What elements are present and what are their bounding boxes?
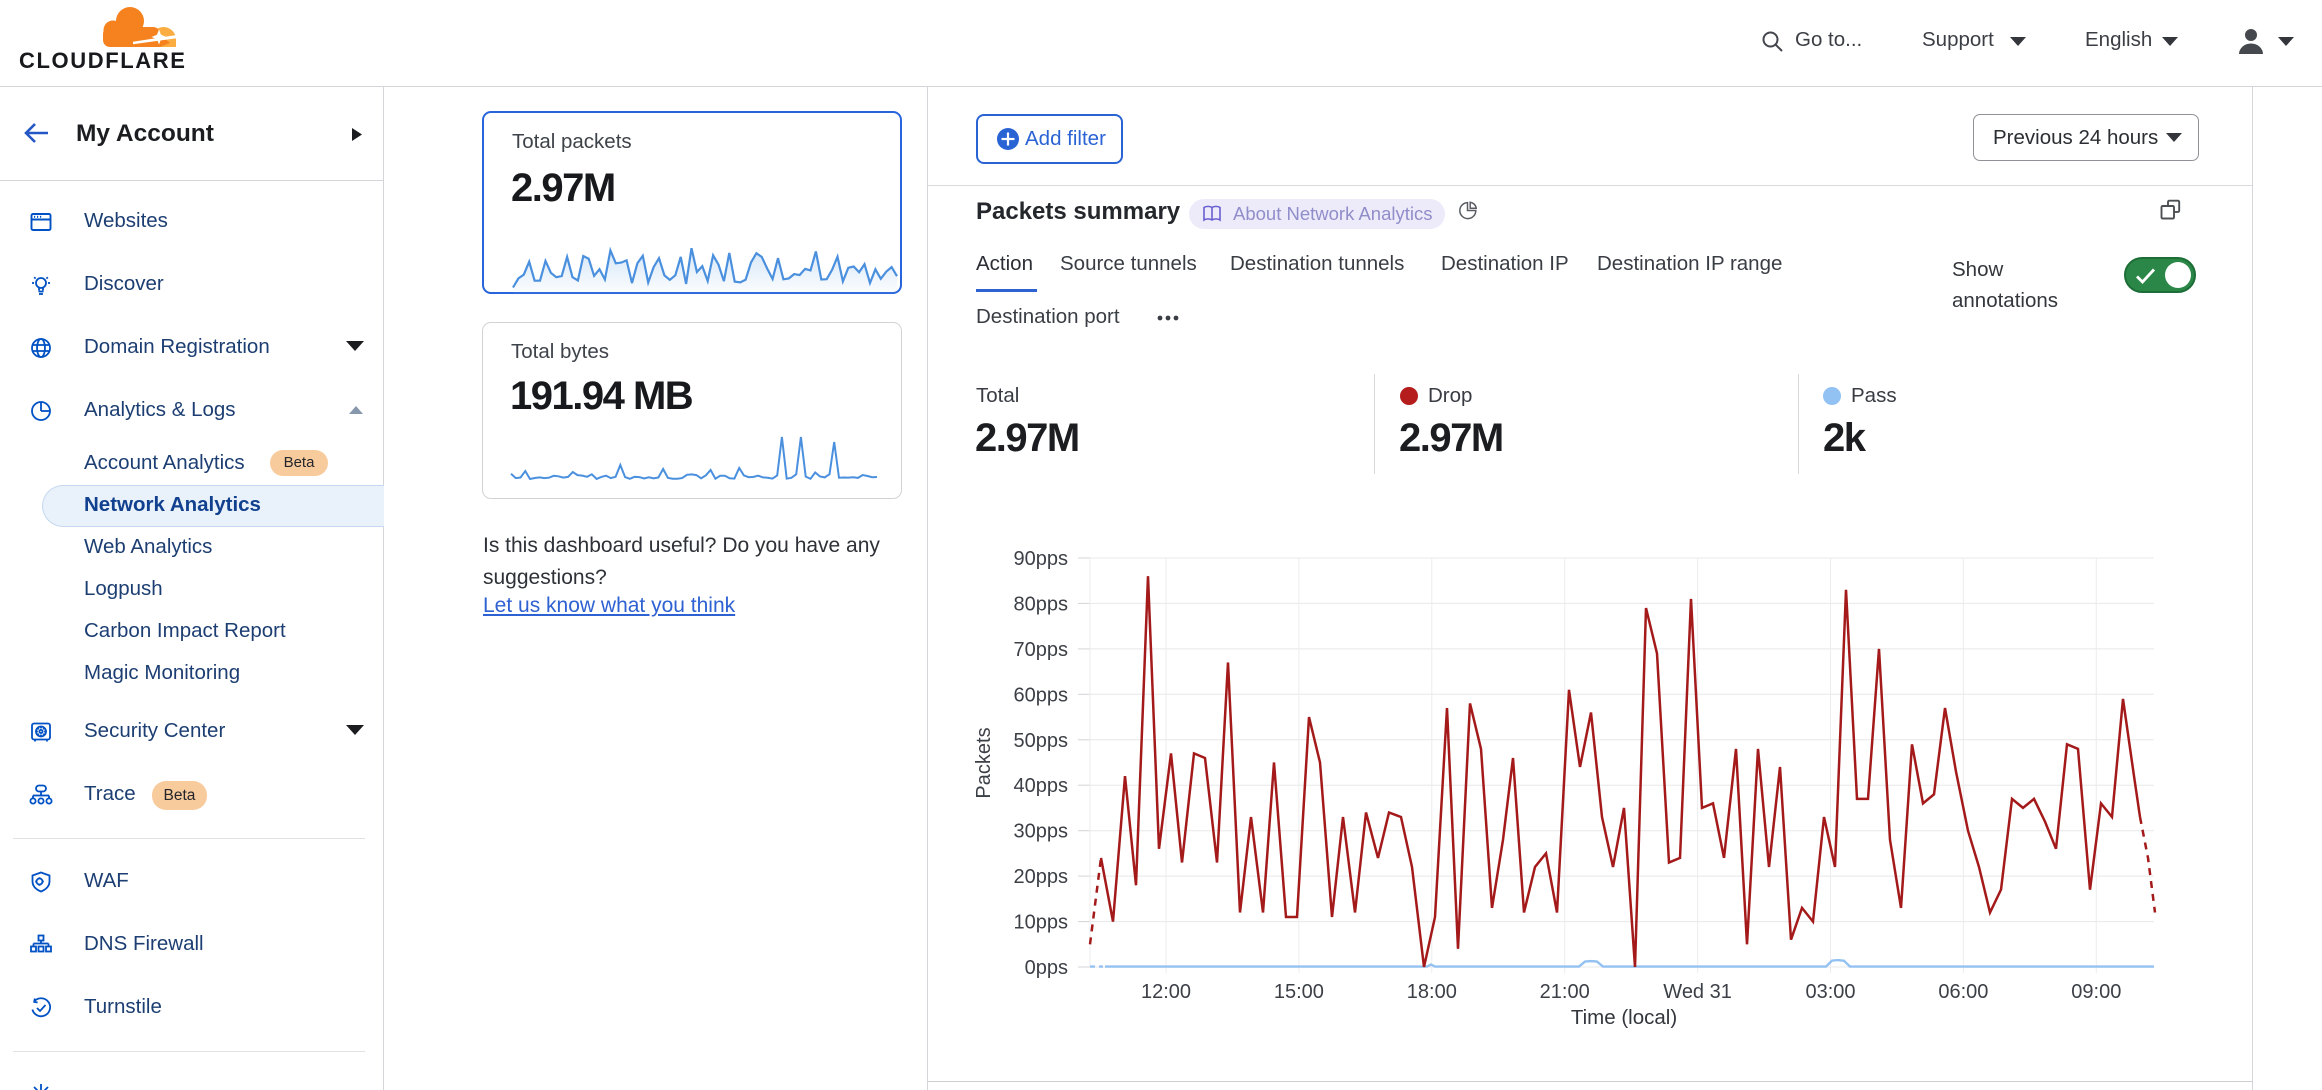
svg-text:40pps: 40pps xyxy=(1014,775,1069,797)
svg-text:Time (local): Time (local) xyxy=(1571,1006,1677,1029)
svg-text:06:00: 06:00 xyxy=(1938,981,1988,1003)
svg-text:03:00: 03:00 xyxy=(1805,981,1855,1003)
svg-text:Wed 31: Wed 31 xyxy=(1663,981,1732,1003)
svg-text:60pps: 60pps xyxy=(1014,684,1069,706)
svg-text:30pps: 30pps xyxy=(1014,821,1069,843)
svg-text:50pps: 50pps xyxy=(1014,730,1069,752)
svg-text:Packets: Packets xyxy=(973,727,995,798)
svg-text:21:00: 21:00 xyxy=(1540,981,1590,1003)
svg-text:09:00: 09:00 xyxy=(2071,981,2121,1003)
svg-text:10pps: 10pps xyxy=(1014,912,1069,934)
svg-text:20pps: 20pps xyxy=(1014,866,1069,888)
svg-text:70pps: 70pps xyxy=(1014,639,1069,661)
svg-text:90pps: 90pps xyxy=(1014,548,1069,570)
svg-text:80pps: 80pps xyxy=(1014,593,1069,615)
svg-text:15:00: 15:00 xyxy=(1274,981,1324,1003)
svg-text:18:00: 18:00 xyxy=(1407,981,1457,1003)
svg-text:0pps: 0pps xyxy=(1025,957,1068,979)
svg-text:12:00: 12:00 xyxy=(1141,981,1191,1003)
